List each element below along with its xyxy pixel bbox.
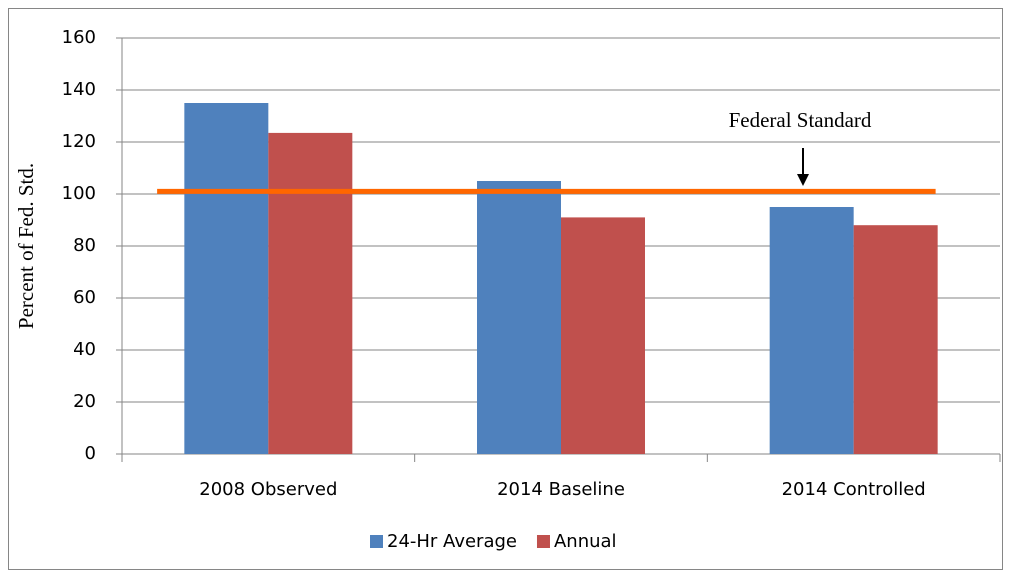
- reference-label: Federal Standard: [729, 108, 872, 132]
- annotation-arrowhead: [797, 174, 809, 186]
- legend-label: 24-Hr Average: [387, 531, 517, 552]
- y-axis-label: Percent of Fed. Std.: [14, 163, 38, 329]
- bar: [184, 103, 269, 454]
- y-tick-label: 140: [62, 79, 96, 100]
- y-tick-label: 40: [73, 339, 96, 360]
- y-tick-label: 20: [73, 391, 96, 412]
- y-tick-label: 120: [62, 131, 96, 152]
- y-tick-label: 80: [73, 235, 96, 256]
- y-tick-label: 100: [62, 183, 96, 204]
- bar: [268, 132, 353, 454]
- bar: [769, 207, 854, 454]
- bar: [561, 217, 645, 454]
- legend-label: Annual: [554, 531, 617, 552]
- y-tick-label: 0: [85, 443, 96, 464]
- x-tick-label: 2014 Baseline: [497, 479, 625, 500]
- x-tick-label: 2008 Observed: [199, 479, 337, 500]
- legend-swatch: [370, 535, 383, 548]
- bar: [477, 181, 561, 454]
- bar: [853, 225, 938, 454]
- x-tick-label: 2014 Controlled: [782, 479, 926, 500]
- y-tick-label: 160: [62, 27, 96, 48]
- legend-swatch: [536, 535, 550, 548]
- y-tick-label: 60: [73, 287, 96, 308]
